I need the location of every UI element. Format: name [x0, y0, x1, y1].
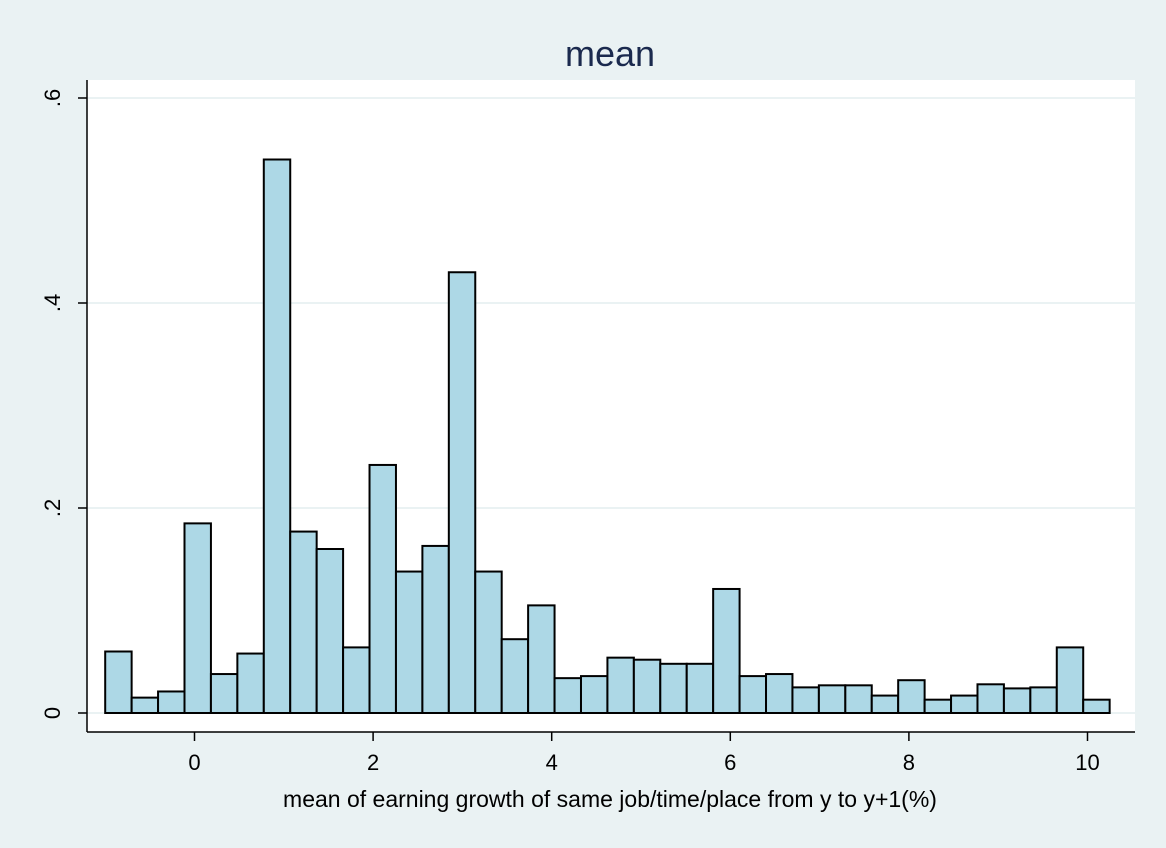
histogram-bar	[976, 683, 1005, 714]
x-ticks: 0 2 4 6 8 10	[188, 732, 1100, 775]
histogram-bar	[342, 646, 371, 715]
histogram-bar	[421, 544, 450, 714]
histogram-bar	[209, 673, 239, 714]
histogram-bar	[950, 694, 979, 715]
histogram-bar	[1029, 686, 1058, 714]
bars	[104, 158, 1111, 715]
histogram-bar	[685, 662, 715, 714]
histogram-bar	[289, 530, 318, 715]
histogram-bar	[262, 158, 292, 714]
histogram-bar	[553, 677, 582, 715]
histogram-bar	[183, 522, 212, 714]
histogram-bar	[130, 696, 160, 714]
histogram-bar	[447, 271, 477, 714]
histogram-bar	[368, 463, 397, 715]
x-tick-label: 0	[188, 750, 200, 775]
histogram-bar	[579, 675, 609, 714]
histogram-bar	[315, 548, 345, 714]
x-tick-label: 8	[903, 750, 915, 775]
x-tick-label: 6	[724, 750, 736, 775]
histogram-bar	[870, 694, 900, 715]
x-tick-label: 10	[1075, 750, 1099, 775]
y-tick-label: .4	[40, 294, 65, 312]
histogram-bar	[738, 675, 768, 714]
y-ticks: 0 .2 .4 .6	[40, 89, 87, 719]
histogram-bar	[791, 686, 820, 714]
x-axis-label: mean of earning growth of same job/time/…	[283, 786, 937, 812]
histogram-bar	[474, 570, 503, 714]
histogram-bar	[765, 673, 794, 714]
histogram-bar	[104, 650, 133, 714]
chart-title: mean	[565, 33, 655, 74]
histogram-bar	[394, 570, 424, 714]
histogram-bar	[236, 652, 265, 714]
histogram-bar	[1002, 687, 1032, 715]
x-tick-label: 4	[546, 750, 558, 775]
histogram-bar	[632, 658, 662, 715]
histogram-bar	[897, 679, 926, 715]
histogram-bar	[1082, 698, 1111, 714]
histogram-bar	[157, 690, 186, 714]
histogram-bar	[1055, 646, 1085, 715]
histogram-bar	[527, 604, 556, 714]
histogram-bar	[712, 587, 741, 714]
plot-background	[87, 80, 1135, 732]
histogram-bar	[500, 638, 530, 715]
histogram-bar	[923, 698, 953, 714]
histogram-bar	[817, 684, 847, 715]
y-tick-label: 0	[40, 707, 65, 719]
histogram-bar	[606, 656, 635, 715]
x-tick-label: 2	[367, 750, 379, 775]
histogram-bar	[659, 662, 688, 714]
y-tick-label: .2	[40, 499, 65, 517]
y-tick-label: .6	[40, 89, 65, 107]
histogram-bar	[844, 684, 873, 715]
